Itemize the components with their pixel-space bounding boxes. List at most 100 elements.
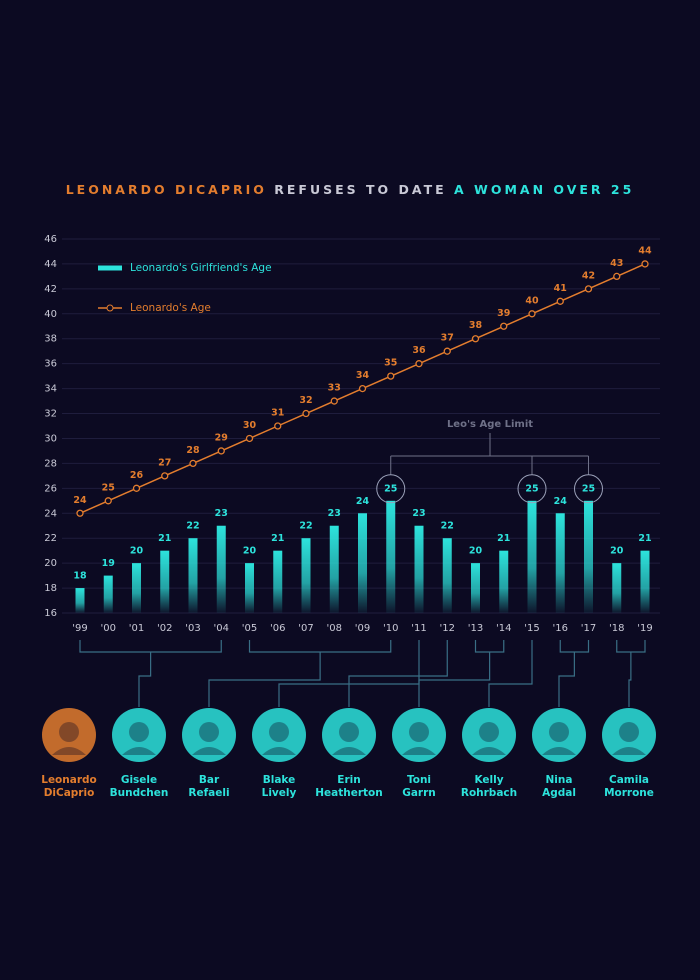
chart-title: LEONARDO DICAPRIO REFUSES TO DATE A WOMA… bbox=[66, 182, 635, 197]
person-name: Bar bbox=[199, 774, 220, 786]
bar bbox=[499, 550, 509, 613]
age-point bbox=[245, 434, 254, 443]
person-name: Morrone bbox=[604, 787, 654, 799]
line-value-label: 43 bbox=[610, 258, 623, 269]
person-photo bbox=[42, 708, 96, 762]
age-point bbox=[189, 459, 197, 468]
person-name: Bundchen bbox=[110, 787, 169, 799]
line-value-label: 38 bbox=[469, 320, 483, 331]
bar-value-label: 21 bbox=[271, 533, 284, 544]
y-tick-label: 46 bbox=[44, 234, 57, 245]
person-face bbox=[409, 722, 429, 742]
person-name: Kelly bbox=[474, 774, 503, 786]
bar-value-label: 23 bbox=[412, 508, 425, 519]
line-value-label: 42 bbox=[582, 270, 595, 281]
age-point bbox=[471, 335, 480, 343]
x-tick-label: '17 bbox=[581, 623, 596, 634]
bar bbox=[188, 538, 198, 613]
line-value-label: 34 bbox=[356, 370, 370, 381]
bar bbox=[160, 550, 170, 613]
y-tick-label: 20 bbox=[44, 558, 57, 569]
line-value-label: 28 bbox=[186, 445, 200, 456]
y-tick-label: 40 bbox=[44, 309, 57, 320]
person-name: Garrn bbox=[402, 787, 436, 799]
y-tick-label: 42 bbox=[44, 284, 57, 295]
person-photo bbox=[322, 708, 376, 762]
legend-label: Leonardo's Girlfriend's Age bbox=[130, 262, 272, 274]
x-tick-label: '14 bbox=[496, 623, 511, 634]
age-point bbox=[641, 260, 649, 268]
bar-value-label: 20 bbox=[130, 546, 144, 557]
person-name: Agdal bbox=[542, 787, 576, 799]
person-name: Toni bbox=[407, 774, 431, 786]
legend-label: Leonardo's Age bbox=[130, 302, 211, 314]
line-value-label: 39 bbox=[497, 308, 510, 319]
bar bbox=[584, 500, 593, 613]
bar bbox=[555, 513, 565, 613]
connector bbox=[488, 652, 533, 707]
y-tick-label: 28 bbox=[44, 458, 57, 469]
age-point bbox=[500, 322, 508, 330]
age-point bbox=[330, 397, 338, 405]
x-tick-label: '13 bbox=[468, 623, 483, 634]
legend-swatch bbox=[106, 304, 114, 312]
x-tick-label: '09 bbox=[355, 623, 370, 634]
x-tick-label: '04 bbox=[214, 623, 229, 634]
bar-value-label: 23 bbox=[215, 508, 228, 519]
person-face bbox=[339, 722, 359, 742]
line-value-label: 25 bbox=[102, 482, 115, 493]
bar bbox=[245, 563, 254, 613]
bar-value-label: 19 bbox=[102, 558, 115, 569]
person-body bbox=[542, 747, 576, 755]
connector bbox=[628, 652, 632, 707]
age-point bbox=[556, 297, 564, 305]
line-value-label: 33 bbox=[328, 383, 341, 394]
connector bbox=[138, 652, 152, 707]
y-tick-label: 36 bbox=[44, 359, 57, 370]
y-tick-label: 24 bbox=[44, 508, 57, 519]
y-tick-label: 38 bbox=[44, 334, 57, 345]
person-name: Rohrbach bbox=[461, 787, 517, 799]
x-tick-label: '00 bbox=[101, 623, 116, 634]
line-value-label: 32 bbox=[299, 395, 312, 406]
person-photo bbox=[112, 708, 166, 762]
x-tick-label: '02 bbox=[157, 623, 172, 634]
bar bbox=[301, 538, 311, 613]
bar bbox=[216, 525, 226, 613]
line-value-label: 30 bbox=[243, 420, 257, 431]
bar-value-label: 23 bbox=[328, 508, 341, 519]
y-tick-label: 16 bbox=[44, 608, 57, 619]
limit-circle bbox=[574, 474, 603, 504]
person-name: Lively bbox=[262, 787, 297, 799]
person-face bbox=[199, 722, 219, 742]
age-point bbox=[132, 484, 141, 492]
x-tick-label: '99 bbox=[72, 623, 87, 634]
bar bbox=[640, 550, 650, 613]
person-photo bbox=[392, 708, 446, 762]
legend-swatch bbox=[98, 265, 122, 271]
person-body bbox=[332, 747, 366, 755]
x-tick-label: '12 bbox=[440, 623, 455, 634]
person-name: Gisele bbox=[121, 774, 157, 786]
annotation: Leo's Age Limit bbox=[447, 419, 533, 430]
person-face bbox=[549, 722, 569, 742]
x-tick-label: '07 bbox=[298, 623, 313, 634]
bar-value-label: 22 bbox=[299, 521, 312, 532]
bar bbox=[386, 500, 396, 613]
title-part: LEONARDO DICAPRIO bbox=[66, 182, 267, 197]
x-tick-label: '18 bbox=[609, 623, 624, 634]
bar-value-label: 22 bbox=[441, 521, 454, 532]
bar-value-label: 24 bbox=[356, 496, 370, 507]
age-point bbox=[274, 422, 282, 430]
age-point bbox=[415, 360, 423, 368]
y-tick-label: 32 bbox=[44, 409, 57, 420]
y-tick-label: 30 bbox=[44, 433, 57, 444]
age-point bbox=[76, 509, 84, 517]
person-name: Erin bbox=[337, 774, 360, 786]
person-body bbox=[192, 747, 226, 755]
age-point bbox=[387, 372, 395, 380]
y-tick-label: 18 bbox=[44, 583, 57, 594]
bar bbox=[527, 500, 537, 613]
title-part: A WOMAN OVER 25 bbox=[454, 182, 634, 197]
